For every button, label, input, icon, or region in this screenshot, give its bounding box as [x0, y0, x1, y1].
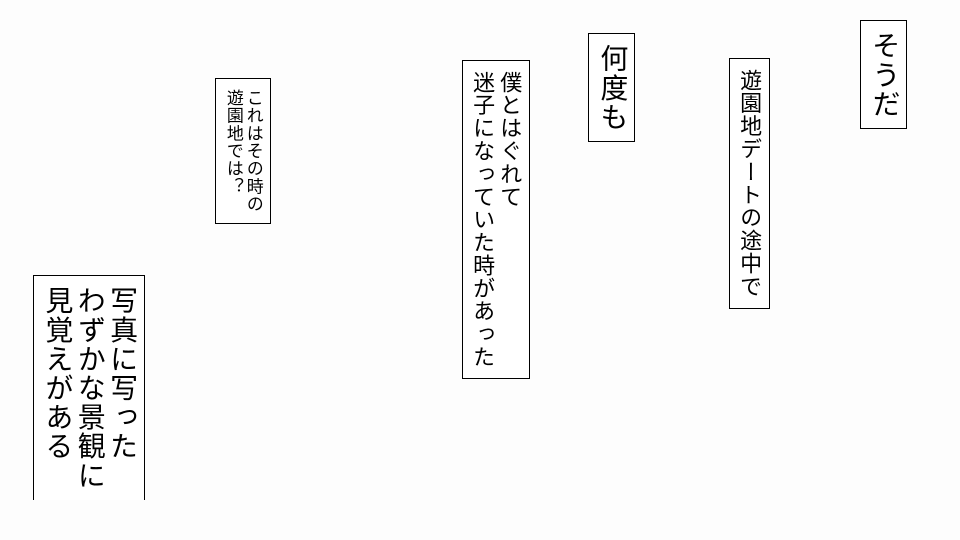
dialogue-line: そうだ: [869, 31, 898, 118]
dialogue-line: わずかな景観に: [74, 286, 103, 490]
dialogue-line: 写真に写った: [107, 286, 136, 490]
dialogue-line: 遊園地では？: [224, 89, 242, 213]
dialogue-box-3: 何度も: [588, 33, 635, 142]
dialogue-line: これはその時の: [244, 89, 262, 213]
dialogue-box-1: そうだ: [860, 20, 907, 129]
dialogue-box-4: 僕とはぐれて 迷子になっていた時があった: [462, 60, 530, 379]
dialogue-box-6: 写真に写った わずかな景観に 見覚えがある: [33, 275, 145, 500]
dialogue-line: 僕とはぐれて: [498, 71, 521, 368]
dialogue-line: 迷子になっていた時があった: [471, 71, 494, 368]
dialogue-box-2: 遊園地デートの途中で: [729, 58, 770, 309]
dialogue-line: 遊園地デートの途中で: [738, 69, 761, 298]
dialogue-line: 何度も: [597, 44, 626, 131]
dialogue-line: 見覚えがある: [42, 286, 71, 490]
dialogue-box-5: これはその時の 遊園地では？: [215, 78, 271, 224]
